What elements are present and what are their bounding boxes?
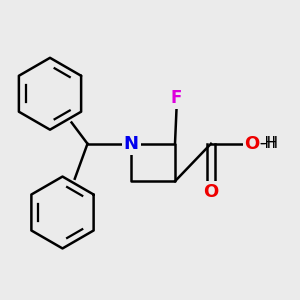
Text: O: O [244, 135, 259, 153]
Text: F: F [171, 89, 182, 107]
Text: O: O [244, 135, 259, 153]
Text: O: O [203, 183, 219, 201]
Text: –H: –H [260, 136, 278, 151]
Text: N: N [124, 135, 139, 153]
Text: -H: -H [260, 136, 276, 151]
